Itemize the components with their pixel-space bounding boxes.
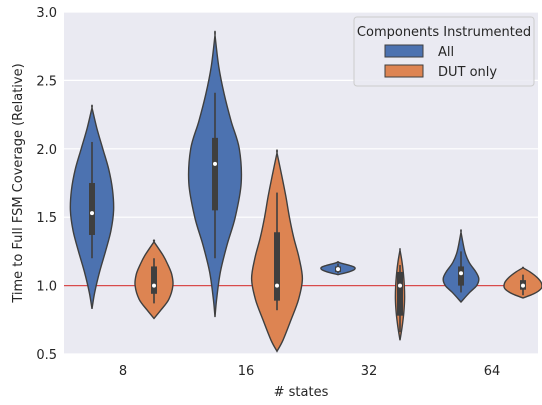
x-axis-label: # states <box>274 385 329 400</box>
violin-dut-only-16 <box>250 149 304 353</box>
violin-iqr-box <box>212 137 218 211</box>
legend-label-all: All <box>438 45 454 60</box>
violin-median-dot <box>275 283 279 288</box>
violin-median-dot <box>213 161 217 166</box>
violin-iqr-box <box>89 183 95 235</box>
violins <box>69 30 542 353</box>
violin-iqr-box <box>458 266 464 286</box>
violin-median-dot <box>521 283 525 288</box>
legend-swatch-dut-only <box>384 64 424 78</box>
violin-iqr-box <box>151 266 157 294</box>
x-tick-label: 16 <box>238 364 255 379</box>
x-tick-label: 64 <box>484 364 501 379</box>
x-tick-label: 32 <box>361 364 378 379</box>
y-tick-labels: 0.5 1.0 1.5 2.0 2.5 3.0 <box>36 6 57 363</box>
y-tick-label: 1.0 <box>36 280 57 295</box>
violin-iqr-box <box>274 232 280 301</box>
violin-dut-only-32 <box>394 247 406 341</box>
y-tick-label: 2.0 <box>36 143 57 158</box>
violin-dut-only-8 <box>134 239 174 320</box>
legend-title: Components Instrumented <box>357 25 531 40</box>
y-tick-label: 3.0 <box>36 6 57 21</box>
violin-median-dot <box>90 211 94 216</box>
violin-median-dot <box>398 283 402 288</box>
legend-label-dut-only: DUT only <box>438 65 497 80</box>
violin-median-dot <box>336 267 340 272</box>
y-tick-label: 2.5 <box>36 74 57 89</box>
violin-all-64 <box>442 229 480 304</box>
y-axis-label: Time to Full FSM Coverage (Relative) <box>11 63 26 303</box>
violin-all-16 <box>187 30 243 318</box>
violin-median-dot <box>459 271 463 276</box>
violin-dut-only-64 <box>503 266 542 299</box>
legend-swatch-all <box>384 44 424 58</box>
violin-iqr-box <box>397 271 403 316</box>
violin-median-dot <box>152 283 156 288</box>
legend: Components Instrumented All DUT only <box>353 16 535 87</box>
y-tick-label: 0.5 <box>36 348 57 363</box>
y-tick-label: 1.5 <box>36 211 57 226</box>
x-tick-labels: 8 16 32 64 <box>119 364 500 379</box>
x-tick-label: 8 <box>119 364 127 379</box>
violin-all-8 <box>69 104 115 309</box>
violin-all-32 <box>320 261 356 276</box>
